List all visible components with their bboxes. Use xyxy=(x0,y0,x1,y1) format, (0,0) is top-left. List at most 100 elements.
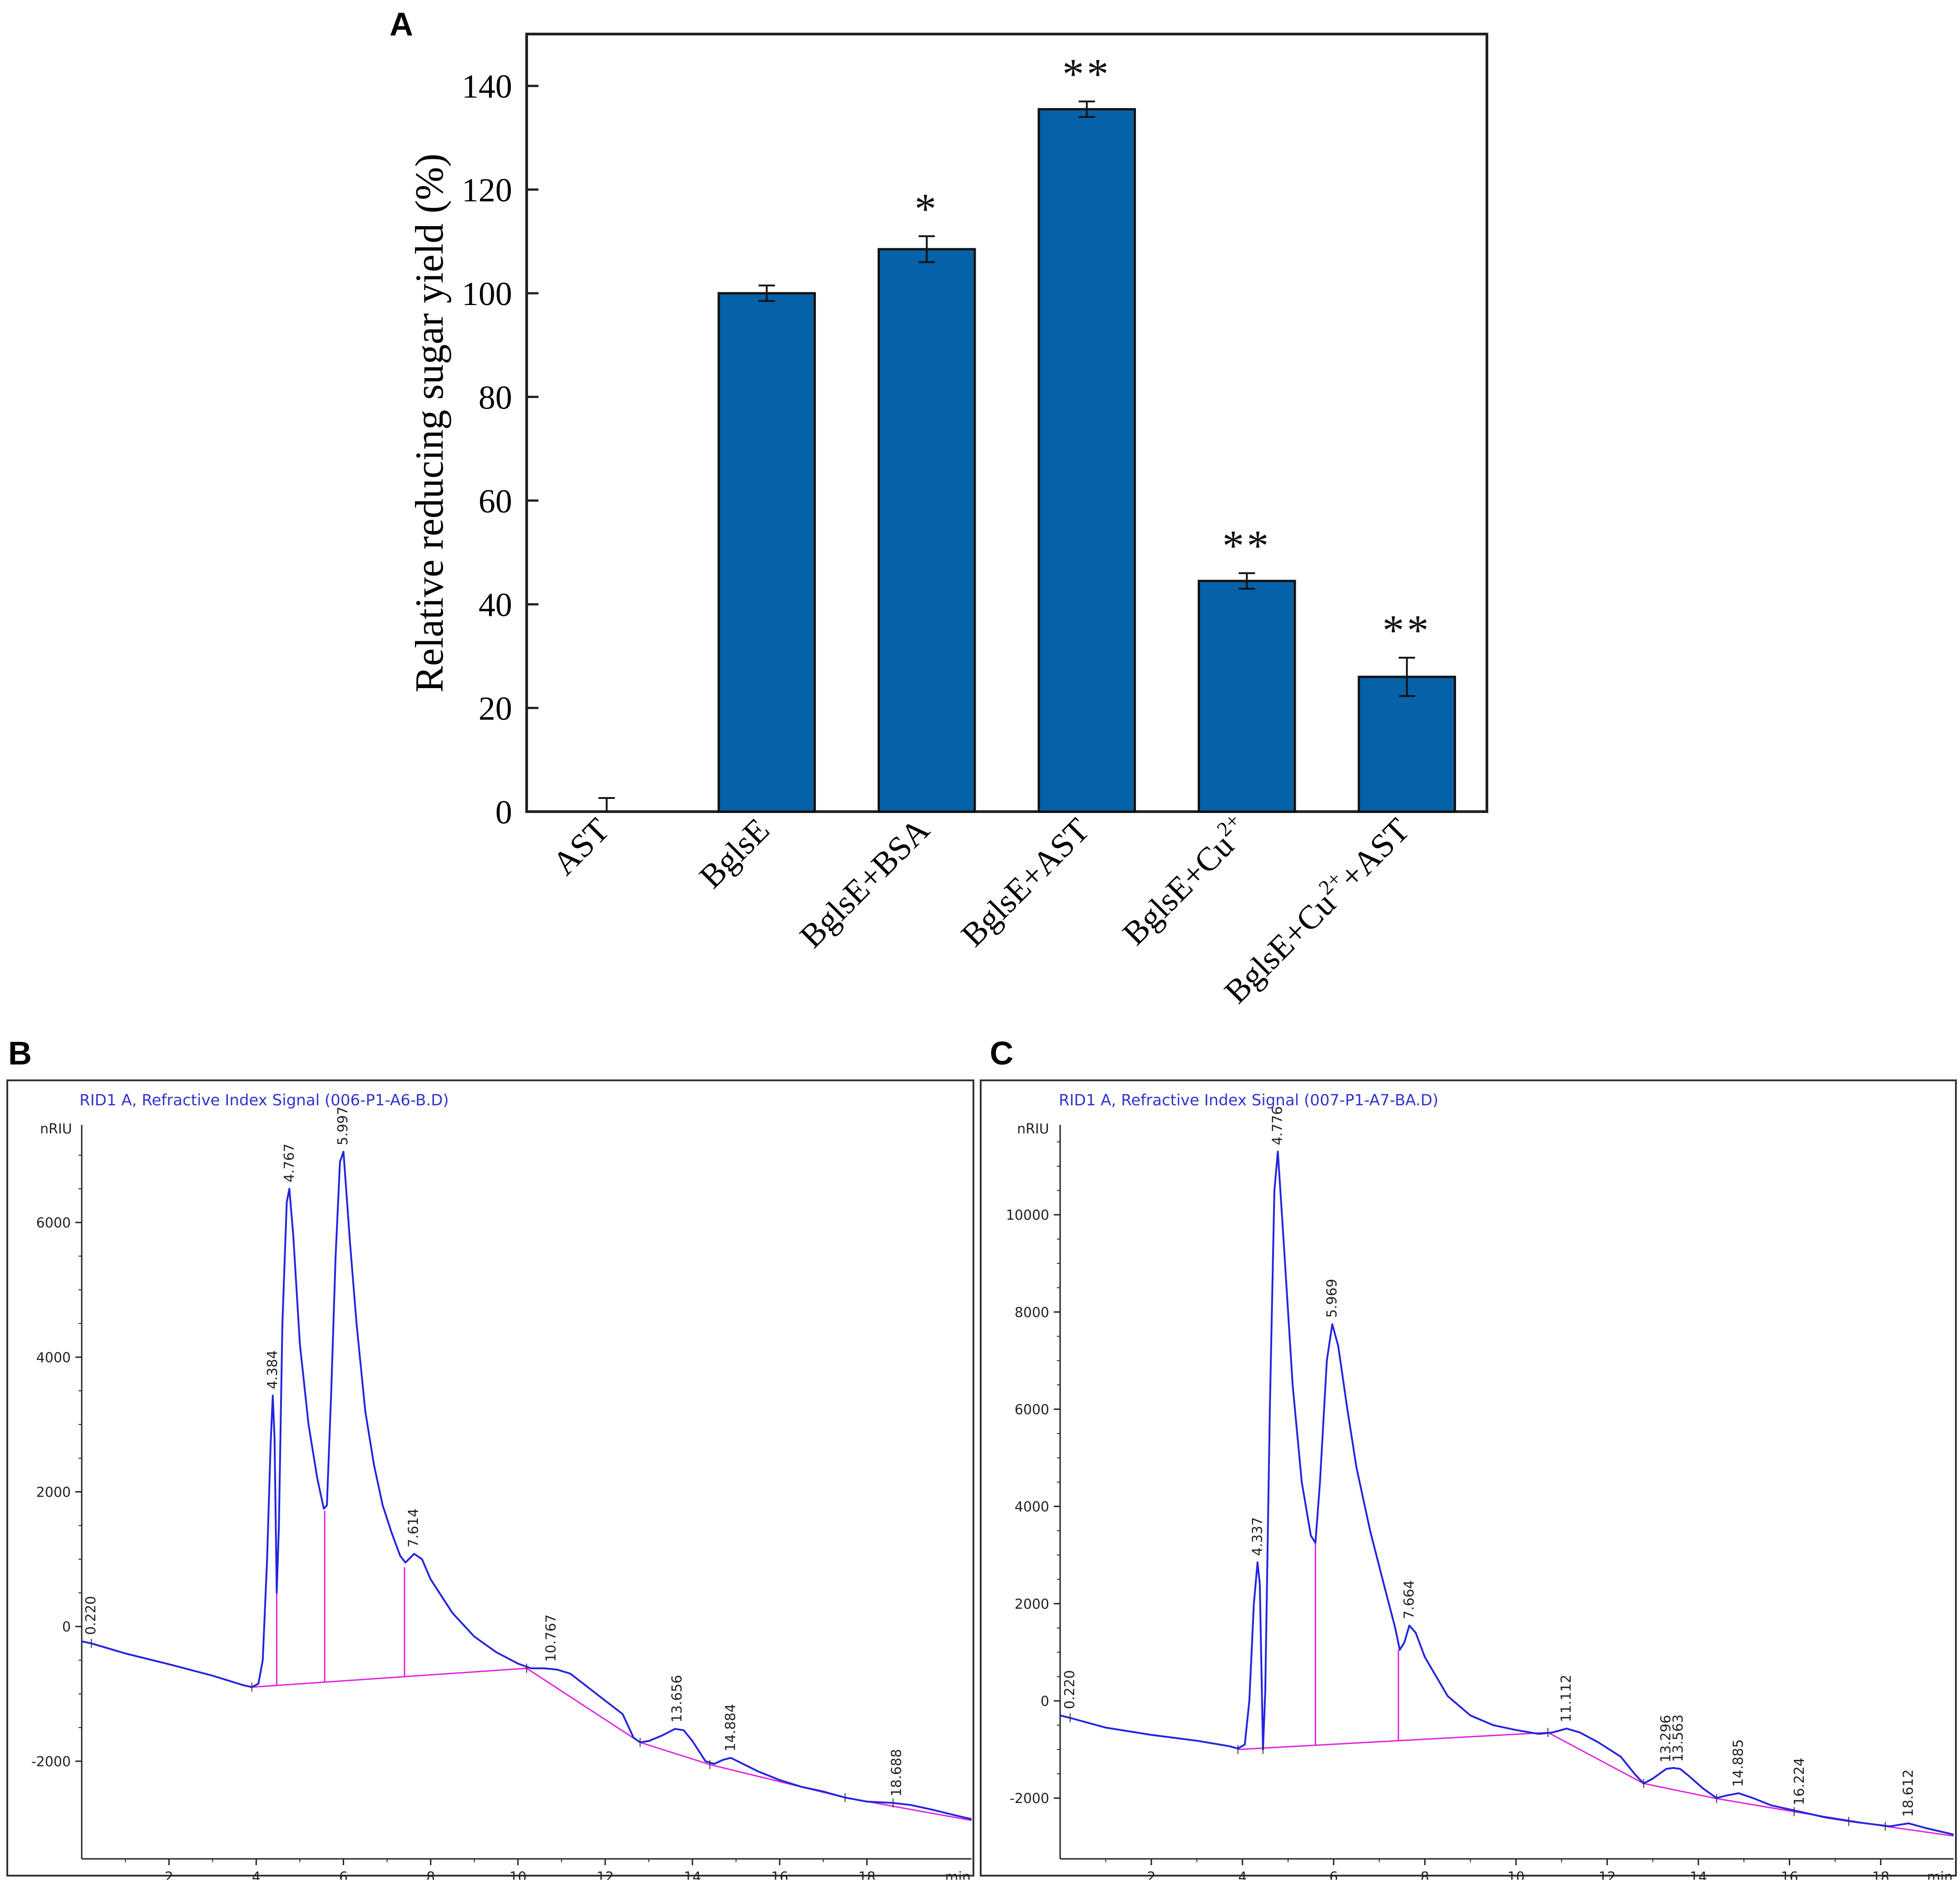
signal-trace xyxy=(81,1151,972,1820)
peak-label: 4.384 xyxy=(265,1350,281,1389)
x-tick-label: 16 xyxy=(1781,1869,1798,1880)
x-tick-label: 2 xyxy=(1147,1869,1155,1880)
x-axis-unit: min xyxy=(945,1869,971,1880)
panel-letter-c: C xyxy=(990,1035,1013,1072)
x-tick-label: 10 xyxy=(509,1869,527,1880)
y-tick-label: 100 xyxy=(462,276,512,313)
bar xyxy=(1037,108,1136,813)
peak-label: 4.776 xyxy=(1270,1106,1286,1145)
peak-label: 0.220 xyxy=(83,1596,99,1635)
x-tick-label: AST xyxy=(545,811,617,882)
y-tick-label: -2000 xyxy=(31,1754,71,1770)
peak-label: 18.612 xyxy=(1901,1769,1916,1817)
bar-chart-bars: ******* xyxy=(598,49,1456,813)
x-tick-label: 10 xyxy=(1507,1869,1525,1880)
chromatogram-c: RID1 A, Refractive Index Signal (007-P1-… xyxy=(980,1079,1957,1882)
y-tick-label: 120 xyxy=(462,172,512,209)
y-tick-label: 4000 xyxy=(36,1350,71,1366)
peak-label: 4.767 xyxy=(281,1143,297,1182)
chromatogram-b-y-unit: nRIU xyxy=(40,1121,72,1137)
chromatogram-c-y-unit: nRIU xyxy=(1017,1121,1049,1137)
peak-label: 13.563 xyxy=(1670,1714,1686,1762)
bar-chart-x-axis: AST BglsE BglsE+BSA BglsE+AST BglsE+Cu2+Bgls… xyxy=(545,808,1417,1010)
y-tick-label: 10000 xyxy=(1006,1207,1049,1223)
bar-chart-frame xyxy=(525,33,1488,813)
panel-letter-a: A xyxy=(390,6,413,43)
y-tick-label: 4000 xyxy=(1015,1499,1049,1515)
panel-letter-b: B xyxy=(8,1035,32,1072)
signal-trace xyxy=(1060,1150,1954,1836)
chromatogram-b-frame xyxy=(6,1079,974,1877)
x-tick-label-text: BglsE+Cu xyxy=(1217,885,1343,1010)
peak-label: 5.969 xyxy=(1324,1279,1340,1318)
x-tick-label: BglsE+Cu2++AST xyxy=(1215,808,1417,1010)
significance-marker: * xyxy=(914,184,939,233)
peak-label: 14.884 xyxy=(723,1704,739,1752)
significance-marker: ** xyxy=(1382,606,1432,655)
peak-label: 13.656 xyxy=(669,1675,685,1723)
x-tick-label: 6 xyxy=(1329,1869,1338,1880)
x-tick-label: 14 xyxy=(1690,1869,1707,1880)
x-tick-label: 6 xyxy=(339,1869,348,1880)
x-tick-label: BglsE xyxy=(692,811,777,896)
x-tick-label-text: BglsE+BSA xyxy=(793,811,937,955)
peak-label: 5.997 xyxy=(335,1106,351,1145)
peak-label: 0.220 xyxy=(1062,1670,1078,1709)
chromatogram-b-header: RID1 A, Refractive Index Signal (006-P1-… xyxy=(79,1091,449,1109)
bar xyxy=(717,292,816,813)
significance-marker: ** xyxy=(1222,522,1271,570)
peak-label: 18.688 xyxy=(889,1749,905,1797)
y-tick-label: 0 xyxy=(1041,1694,1049,1710)
x-tick-label: BglsE+Cu2+ xyxy=(1113,808,1257,952)
x-tick-label: 4 xyxy=(1238,1869,1247,1880)
y-tick-label: 80 xyxy=(479,379,512,416)
x-tick-label: 12 xyxy=(597,1869,614,1880)
y-tick-label: 6000 xyxy=(1015,1402,1049,1418)
x-tick-label: 2 xyxy=(165,1869,173,1880)
y-tick-label: 40 xyxy=(479,586,512,624)
y-tick-label: 60 xyxy=(479,483,512,520)
chromatogram-c-frame xyxy=(980,1079,1957,1877)
peak-label: 13.296 xyxy=(1658,1715,1674,1763)
x-tick-label: 18 xyxy=(858,1869,875,1880)
bar-chart-y-axis: 0 20 40 60 80 100 120 140 xyxy=(462,68,538,831)
bar xyxy=(1198,580,1296,813)
y-tick-label: 0 xyxy=(62,1619,71,1635)
chromatogram-b: RID1 A, Refractive Index Signal (006-P1-… xyxy=(6,1079,974,1882)
chromatogram-b-plot: -2000 0 2000 4000 6000 2 4 6 8 10 12 14 16 18 min 0.220… xyxy=(31,1106,972,1882)
peak-label: 7.614 xyxy=(406,1508,422,1547)
x-tick-label: 8 xyxy=(426,1869,435,1880)
peak-label: 11.112 xyxy=(1559,1675,1575,1722)
x-tick-label: BglsE+AST xyxy=(954,811,1096,954)
y-tick-label: 2000 xyxy=(36,1485,71,1501)
peak-label: 10.767 xyxy=(543,1614,559,1662)
bar xyxy=(878,248,976,813)
x-tick-label: 8 xyxy=(1421,1869,1429,1880)
bar-chart-y-axis-label: Relative reducing sugar yield (%) xyxy=(408,153,452,693)
x-tick-label-text: BglsE+Cu xyxy=(1116,827,1241,952)
x-tick-label: 4 xyxy=(252,1869,261,1880)
y-tick-label: 0 xyxy=(495,794,512,831)
x-tick-label: 14 xyxy=(684,1869,701,1880)
chromatogram-c-plot: -2000 0 2000 4000 6000 8000 10000 2 4 6 8 10 12 14 16 1… xyxy=(1006,1106,1954,1882)
y-tick-label: 8000 xyxy=(1015,1305,1049,1320)
peak-label: 16.224 xyxy=(1792,1758,1807,1805)
y-tick-label: 2000 xyxy=(1015,1596,1049,1612)
peak-label: 4.337 xyxy=(1250,1517,1266,1556)
y-tick-label: 20 xyxy=(479,690,512,728)
x-axis-unit: min xyxy=(1927,1869,1953,1880)
integration-baseline xyxy=(252,1667,972,1821)
peak-label: 7.664 xyxy=(1402,1580,1417,1619)
peak-label: 14.885 xyxy=(1731,1739,1747,1787)
x-tick-label-text: BglsE xyxy=(692,811,777,896)
y-tick-label: 140 xyxy=(462,68,512,105)
x-tick-label: 18 xyxy=(1872,1869,1889,1880)
y-tick-label: 6000 xyxy=(36,1215,71,1231)
y-tick-label: -2000 xyxy=(1010,1791,1049,1807)
x-tick-label-text: AST xyxy=(545,811,617,882)
x-tick-label-text: BglsE+AST xyxy=(954,811,1096,954)
bar xyxy=(1358,675,1456,813)
x-tick-label: BglsE+BSA xyxy=(793,811,937,955)
